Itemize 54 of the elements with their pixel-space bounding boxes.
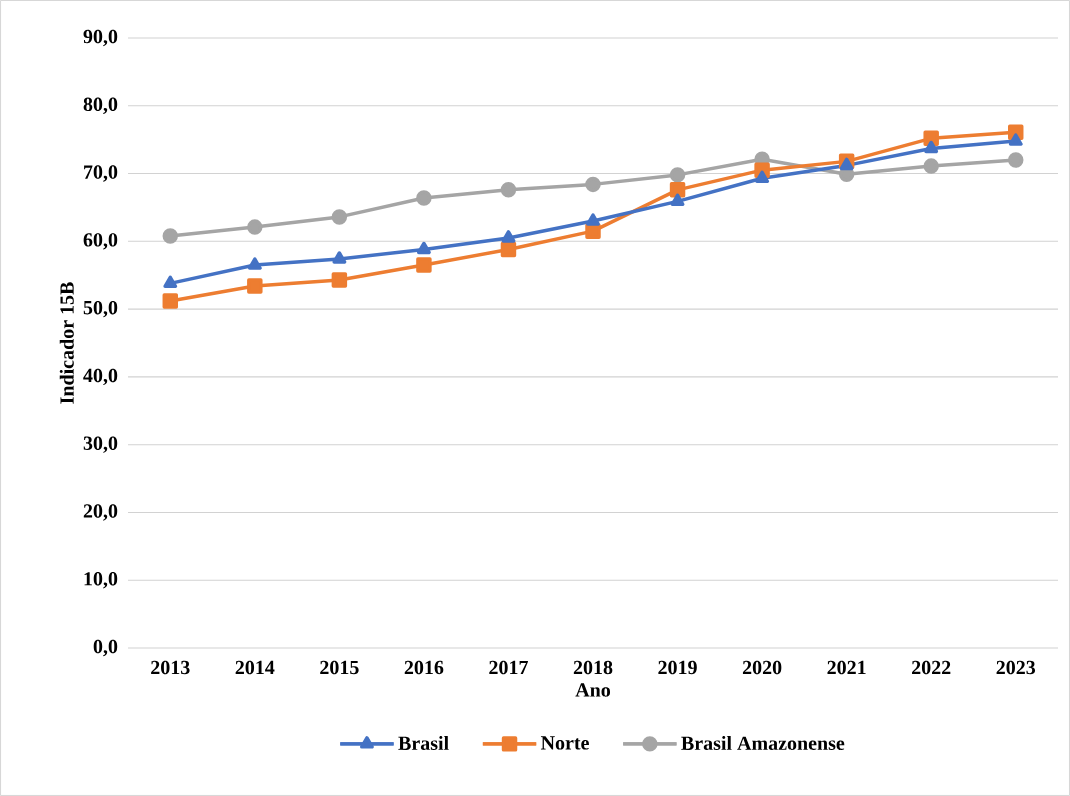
point [331,272,348,288]
y-tick-label: 0,0 [93,639,118,657]
point [755,170,770,184]
legend-label: Norte [540,736,589,750]
x-tick-label: 2022 [912,660,951,675]
y-tick-label: 40,0 [83,368,118,386]
x-tick-label: 2018 [573,660,613,675]
point [501,230,516,243]
x-tick-label: 2020 [742,660,782,675]
point [585,223,601,239]
point [163,275,178,289]
point [331,209,348,225]
x-tick-label: 2019 [658,660,697,675]
point [923,130,939,147]
point [839,157,854,171]
point [585,176,601,193]
point [247,278,263,294]
point [1008,152,1024,168]
point [332,251,347,264]
y-axis-title: Indicador 15B [59,282,74,404]
point [1008,133,1023,146]
x-tick-label: 2015 [320,660,359,675]
point [416,241,431,255]
x-tick-label: 2021 [827,660,866,675]
point [923,158,939,174]
y-tick-label: 30,0 [83,436,118,453]
point [162,228,179,244]
point [500,182,517,198]
point [586,213,600,226]
point [500,241,517,258]
y-tick-label: 10,0 [84,572,118,589]
x-tick-label: 2016 [404,660,444,675]
point [669,167,686,183]
point [416,257,432,273]
point [924,140,939,154]
y-tick-label: 70,0 [84,165,118,182]
x-tick-label: 2023 [996,660,1036,675]
point [162,293,179,309]
y-tick-label: 60,0 [83,233,118,250]
point [247,219,263,235]
x-axis-title: Ano [575,683,611,697]
x-tick-label: 2014 [235,660,275,675]
point [247,257,262,270]
point [669,182,686,198]
y-tick-label: 90,0 [83,29,118,47]
legend-label: Brasil [398,735,449,751]
point [670,193,685,207]
x-tick-label: 2013 [151,660,190,675]
point [416,190,432,206]
y-tick-label: 20,0 [83,504,118,521]
x-tick-label: 2017 [489,660,528,675]
legend-label: Brasil Amazonense [681,735,845,751]
y-tick-label: 50,0 [83,300,118,318]
y-tick-label: 80,0 [83,97,118,114]
